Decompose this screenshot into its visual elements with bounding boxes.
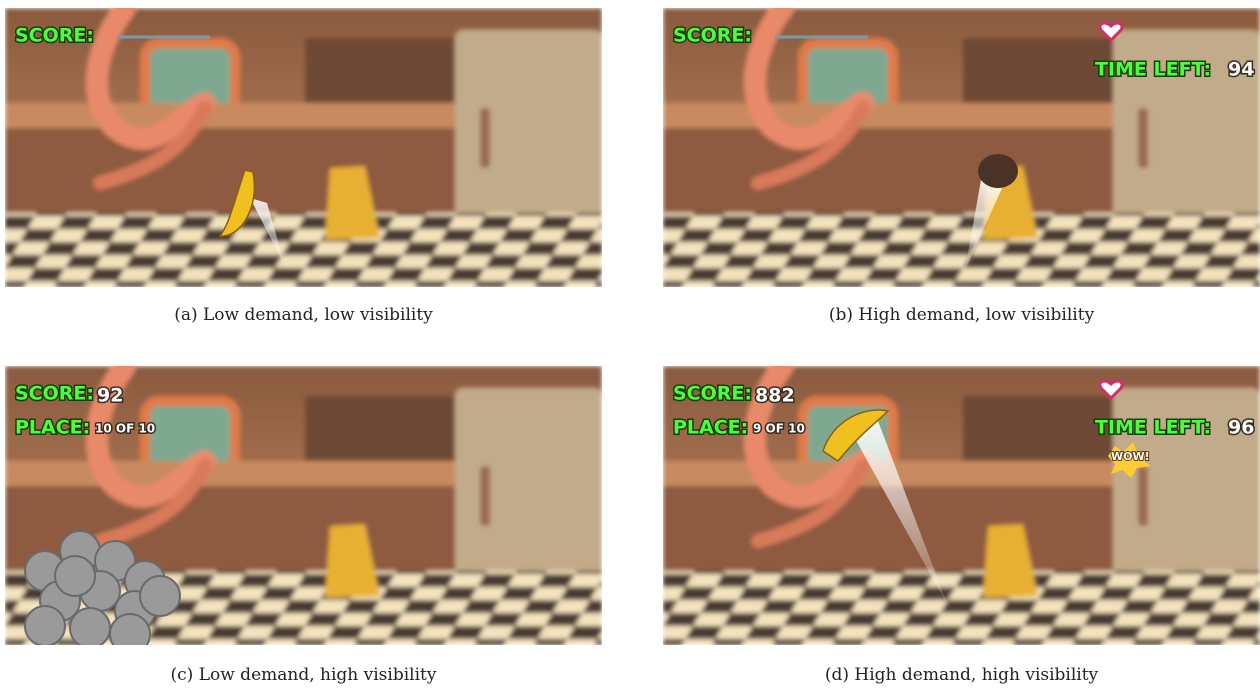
scene xyxy=(663,366,1260,645)
time-value: 96 xyxy=(1228,417,1254,439)
game-screen: SCORE: xyxy=(5,8,602,287)
caption: (c) Low demand, high visibility xyxy=(5,665,602,685)
time-label: TIME LEFT: xyxy=(1095,417,1211,439)
coconut xyxy=(978,154,1018,188)
counter xyxy=(5,461,465,486)
caption: (d) High demand, high visibility xyxy=(663,665,1260,685)
game-screen: SCORE: TIME LEFT: 94 xyxy=(663,8,1260,287)
panel: SCORE:92 PLACE: 10 OF 10 xyxy=(5,366,602,645)
popup: WOW! xyxy=(1111,450,1150,463)
smoke xyxy=(25,606,65,645)
time-label: TIME LEFT: xyxy=(1095,59,1211,81)
fridge xyxy=(455,30,602,240)
panel: SCORE:882 PLACE: 9 OF 10 TIME LEFT: 96 WOW! xyxy=(663,366,1260,645)
score-label: SCORE: xyxy=(15,25,94,47)
score-label: SCORE: xyxy=(15,383,94,405)
smoke xyxy=(110,614,150,645)
figure: SCORE: SCORE:TIME LEFT:94 SCORE:92PLACE:… xyxy=(0,0,1260,689)
handle xyxy=(480,466,490,526)
score-label: SCORE: xyxy=(673,383,752,405)
scene xyxy=(663,8,1260,287)
floor xyxy=(663,571,1260,645)
counter xyxy=(663,103,1123,128)
smoke xyxy=(140,576,180,616)
panel: SCORE: xyxy=(5,8,602,287)
score-value: 92 xyxy=(97,385,123,407)
game-screen: SCORE:92 PLACE: 10 OF 10 xyxy=(5,366,602,645)
smoke xyxy=(70,608,110,645)
scene xyxy=(5,8,602,287)
caption: (a) Low demand, low visibility xyxy=(5,305,602,325)
place-label: PLACE: xyxy=(15,417,90,439)
score-label: SCORE: xyxy=(673,25,752,47)
place-value: 10 OF 10 xyxy=(95,422,155,436)
time-value: 94 xyxy=(1228,59,1254,81)
floor xyxy=(5,213,602,287)
counter xyxy=(5,103,465,128)
handle xyxy=(480,108,490,168)
caption: (b) High demand, low visibility xyxy=(663,305,1260,325)
place-label: PLACE: xyxy=(673,417,748,439)
score-value: 882 xyxy=(755,385,795,407)
handle xyxy=(1138,108,1148,168)
place-value: 9 OF 10 xyxy=(753,422,805,436)
smoke xyxy=(55,556,95,596)
fridge xyxy=(455,388,602,598)
game-screen: SCORE:882 PLACE: 9 OF 10 TIME LEFT: 96 WOW! xyxy=(663,366,1260,645)
cabinet xyxy=(663,128,1123,218)
panel: SCORE: TIME LEFT: 94 xyxy=(663,8,1260,287)
handle xyxy=(1138,466,1148,526)
floor xyxy=(663,213,1260,287)
